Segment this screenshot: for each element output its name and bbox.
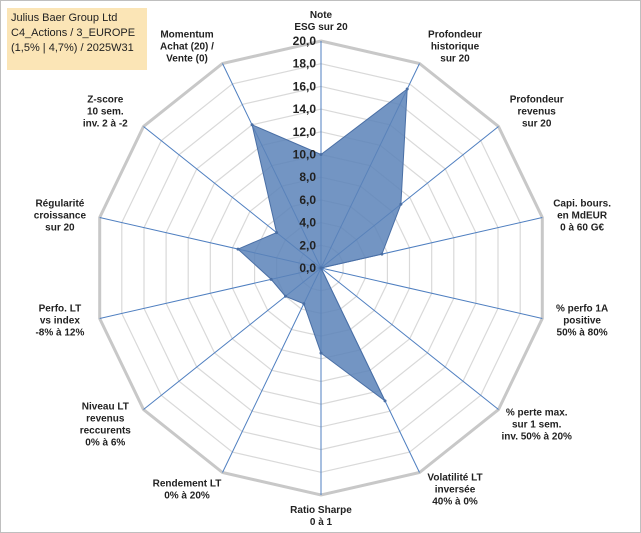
tick-label: 2,0: [299, 238, 316, 252]
axis-label: Ratio Sharpe 0 à 1: [290, 505, 352, 528]
tick-label: 8,0: [299, 170, 316, 184]
axis-label: Niveau LT revenus reccurents 0% à 6%: [80, 402, 132, 449]
data-point: [380, 252, 384, 256]
period-info: (1,5% | 4,7%) / 2025W31: [11, 42, 134, 54]
info-box: Julius Baer Group Ltd C4_Actions / 3_EUR…: [7, 8, 147, 70]
axis-label: Capi. bours. en MdEUR 0 à 60 G€: [553, 199, 611, 234]
radar-data-layer: [236, 87, 409, 403]
data-point: [250, 123, 254, 127]
tick-label: 12,0: [293, 125, 317, 139]
data-point: [319, 351, 323, 355]
company-name: Julius Baer Group Ltd: [11, 12, 118, 24]
tick-label: 20,0: [293, 34, 317, 48]
data-point: [319, 266, 323, 270]
axis-label: Régularité croissance sur 20: [34, 199, 87, 234]
portfolio-category: C4_Actions / 3_EUROPE: [11, 27, 136, 39]
tick-label: 0,0: [299, 261, 316, 275]
data-point: [383, 399, 387, 403]
axis-label: % perfo 1A positive 50% à 80%: [556, 303, 608, 338]
axis-label: Perfo. LT vs index -8% à 12%: [35, 303, 84, 338]
data-point: [302, 302, 306, 306]
tick-label: 4,0: [299, 216, 316, 230]
axis-label: Rendement LT 0% à 20%: [153, 479, 222, 502]
series-area: [237, 87, 408, 402]
tick-label: 10,0: [293, 148, 317, 162]
axis-label: Volatilité LT inversée 40% à 0%: [427, 473, 482, 508]
axis-spoke: [320, 267, 499, 410]
data-point: [275, 231, 279, 235]
axis-label: Note ESG sur 20: [294, 10, 348, 33]
tick-label: 14,0: [293, 102, 317, 116]
axis-label: % perte max. sur 1 sem. inv. 50% à 20%: [501, 408, 572, 443]
radar-tick-labels: 0,0 2,0 4,0 6,0 8,0 10,0 12,0 14,0 16,0 18,0 20,0: [293, 34, 317, 275]
axis-label: Profondeur historique sur 20: [428, 29, 482, 64]
axis-spoke: [320, 267, 543, 319]
data-point: [319, 153, 323, 156]
radar-axis-labels: Note ESG sur 20 Profondeur historique sur 20…: [34, 10, 611, 528]
data-point: [399, 202, 403, 206]
axis-label: Profondeur revenus sur 20: [510, 95, 564, 130]
axis-label: Momentum Achat (20) / Vente (0): [160, 29, 214, 64]
axis-label: Z-score 10 sem. inv. 2 à -2: [83, 95, 128, 130]
data-point: [236, 247, 240, 251]
data-point: [269, 277, 273, 281]
tick-label: 18,0: [293, 57, 317, 71]
data-point: [405, 87, 409, 91]
tick-label: 6,0: [299, 193, 316, 207]
tick-label: 16,0: [293, 79, 317, 93]
data-point: [284, 294, 287, 298]
